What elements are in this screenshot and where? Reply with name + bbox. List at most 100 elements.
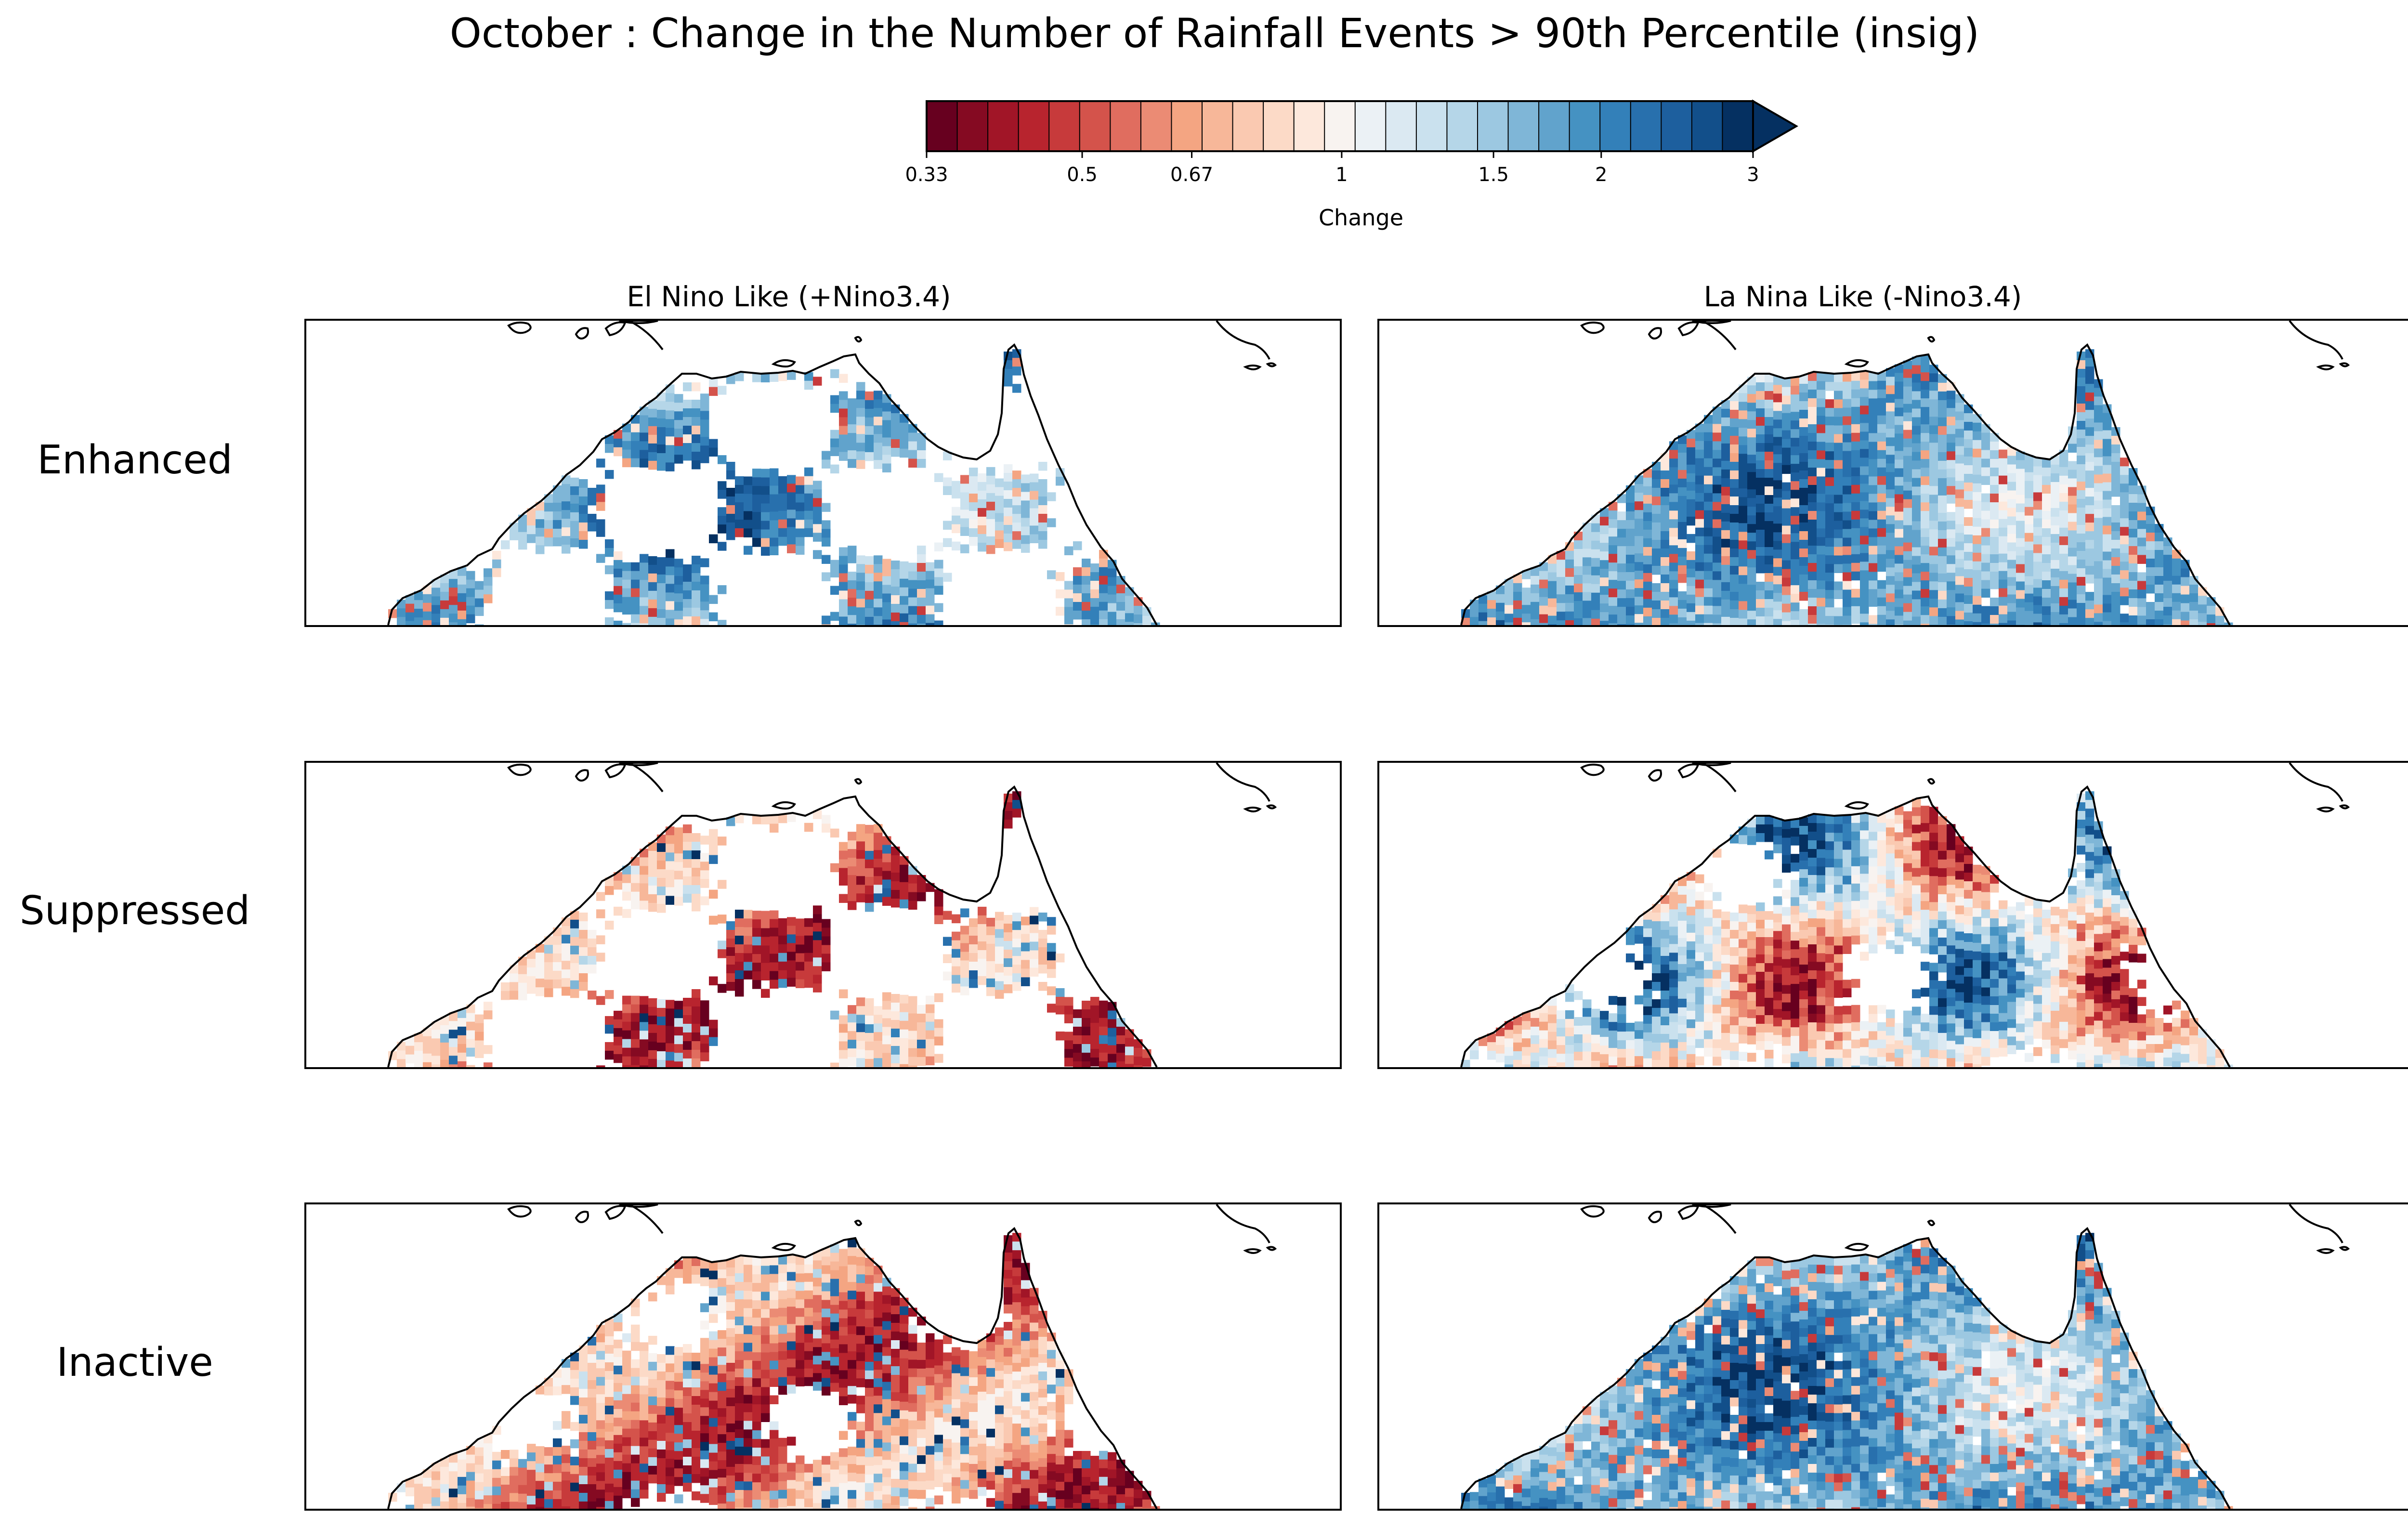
grid-cell: [544, 537, 553, 547]
grid-cell: [848, 546, 857, 555]
grid-cell: [1886, 472, 1895, 481]
column-title-la-nina: La Nina Like (-Nino3.4): [1703, 280, 2022, 313]
grid-cell: [1669, 554, 1678, 563]
grid-cell: [839, 842, 848, 851]
grid-cell: [908, 901, 917, 910]
grid-cell: [2111, 1060, 2120, 1067]
grid-cell: [640, 424, 649, 433]
grid-cell: [1765, 478, 1774, 487]
grid-cell: [562, 545, 571, 554]
grid-cell: [856, 1041, 865, 1050]
grid-cell: [1721, 599, 1730, 609]
grid-cell: [1903, 360, 1912, 370]
grid-cell: [1012, 930, 1021, 939]
grid-cell: [1843, 390, 1852, 399]
grid-cell: [1591, 523, 1600, 533]
grid-cell: [2059, 553, 2068, 563]
grid-cell: [1955, 611, 1964, 620]
grid-cell: [1869, 468, 1878, 477]
grid-cell: [1531, 610, 1540, 620]
colorbar-swatch: [1324, 101, 1356, 152]
grid-cell: [1947, 1023, 1956, 1032]
grid-cell: [874, 616, 883, 625]
grid-cell: [1808, 892, 1817, 901]
grid-cell: [1964, 561, 1973, 570]
grid-cell: [1860, 579, 1869, 588]
grid-cell: [848, 849, 857, 858]
grid-cell: [2085, 1025, 2094, 1034]
grid-cell: [2163, 581, 2172, 590]
grid-cell: [1938, 556, 1947, 565]
grid-cell: [1843, 1014, 1852, 1023]
island-outline: [575, 769, 589, 782]
grid-cell: [562, 935, 571, 944]
grid-cell: [917, 598, 926, 607]
grid-cell: [2007, 490, 2016, 499]
grid-cell: [1851, 588, 1860, 598]
grid-cell: [995, 972, 1004, 981]
grid-cell: [891, 899, 900, 908]
grid-cell: [2059, 597, 2068, 606]
grid-cell: [579, 479, 588, 488]
grid-cell: [1877, 372, 1886, 381]
grid-cell: [674, 1001, 683, 1010]
grid-cell: [1990, 520, 1999, 529]
grid-cell: [1895, 468, 1904, 477]
grid-cell: [1895, 875, 1904, 885]
grid-cell: [1773, 454, 1782, 463]
grid-cell: [2016, 919, 2025, 928]
grid-cell: [830, 612, 839, 621]
grid-cell: [1938, 382, 1947, 392]
grid-cell: [1773, 1009, 1782, 1018]
grid-cell: [1973, 1012, 1982, 1021]
grid-cell: [1635, 1056, 1644, 1065]
grid-cell: [787, 509, 796, 519]
grid-cell: [579, 531, 588, 540]
grid-cell: [1004, 967, 1013, 976]
grid-cell: [1903, 1036, 1912, 1046]
grid-cell: [1973, 500, 1982, 510]
grid-cell: [2077, 560, 2086, 569]
grid-cell: [1851, 1005, 1860, 1014]
grid-cell: [2007, 482, 2016, 491]
grid-cell: [2085, 835, 2094, 844]
grid-cell: [1860, 1021, 1869, 1030]
grid-cell: [1064, 581, 1073, 590]
grid-cell: [1955, 498, 1964, 507]
grid-cell: [1739, 1052, 1748, 1061]
grid-cell: [1565, 576, 1574, 586]
grid-cell: [1739, 913, 1748, 922]
grid-cell: [1825, 529, 1834, 538]
grid-cell: [2129, 511, 2138, 521]
grid-cell: [1730, 1017, 1739, 1026]
grid-cell: [2172, 584, 2181, 594]
grid-cell: [1981, 883, 1990, 893]
grid-cell: [1808, 1031, 1817, 1040]
grid-cell: [787, 544, 796, 553]
grid-cell: [510, 531, 519, 540]
grid-cell: [1687, 984, 1696, 994]
grid-cell: [1938, 1006, 1947, 1016]
grid-cell: [1886, 541, 1895, 550]
grid-cell: [1747, 1053, 1756, 1062]
grid-cell: [1756, 590, 1765, 600]
grid-cell: [1704, 493, 1713, 502]
grid-cell: [1921, 424, 1930, 433]
grid-cell: [674, 1035, 683, 1045]
grid-cell: [414, 1475, 423, 1484]
grid-cell: [2172, 1018, 2181, 1027]
grid-cell: [1643, 477, 1652, 487]
grid-cell: [1877, 614, 1886, 624]
grid-cell: [2189, 1018, 2199, 1027]
grid-cell: [1990, 996, 1999, 1006]
grid-cell: [1825, 547, 1834, 556]
grid-cell: [1921, 546, 1930, 555]
grid-cell: [1921, 962, 1930, 971]
grid-cell: [1834, 833, 1843, 842]
grid-cell: [657, 1051, 666, 1060]
grid-cell: [1938, 928, 1947, 938]
grid-cell: [2051, 577, 2060, 587]
grid-cell: [631, 562, 640, 572]
grid-cell: [2103, 595, 2112, 604]
grid-cell: [709, 378, 718, 388]
